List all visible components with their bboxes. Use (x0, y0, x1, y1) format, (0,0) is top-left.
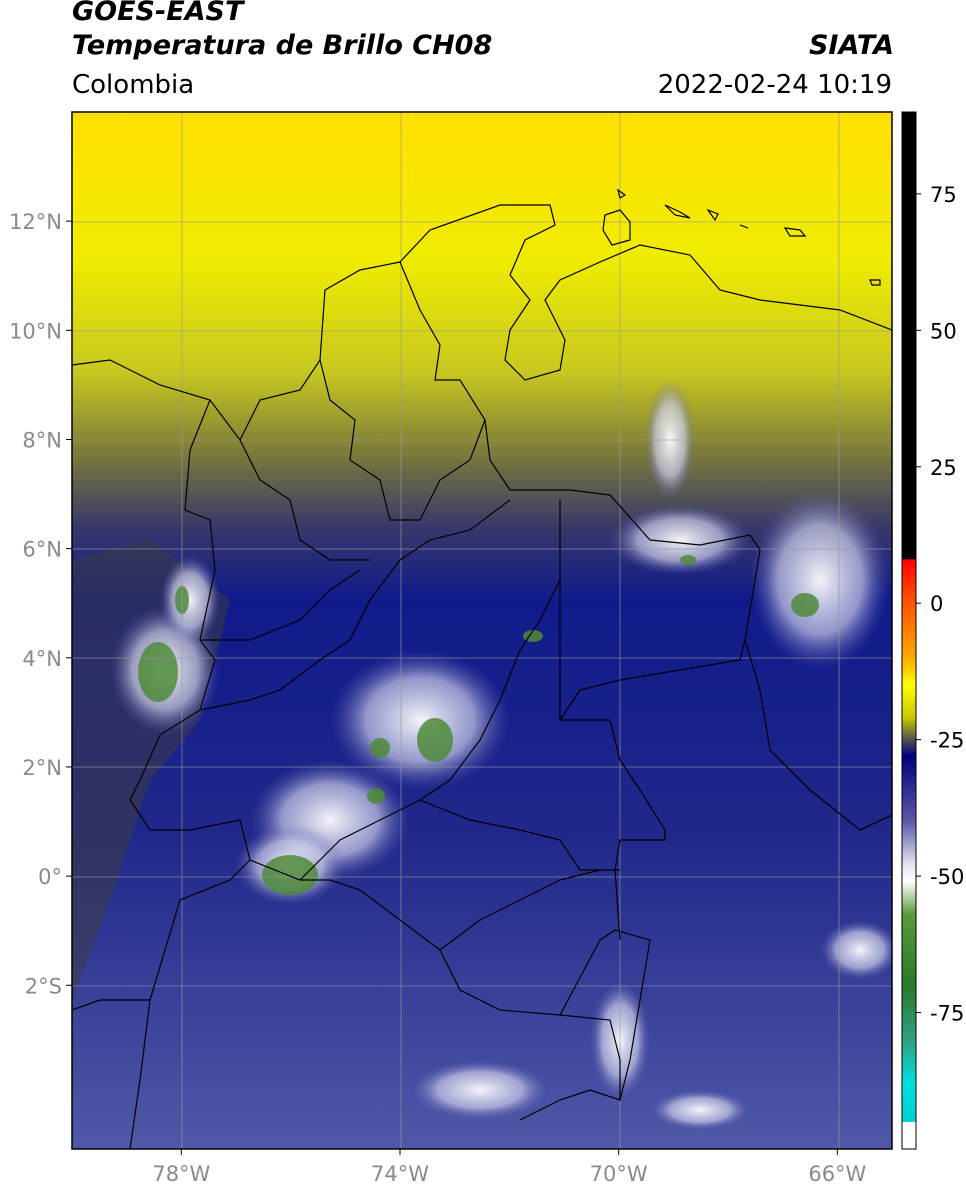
colorbar-tick-label: -75 (930, 1002, 964, 1026)
timestamp-label: 2022-02-24 10:19 (657, 70, 892, 100)
lat-tick-label: 4°N (22, 647, 62, 671)
boundaries (72, 204, 892, 1149)
lat-tick-label: 2°S (25, 974, 62, 998)
colorbar-tick-label: 50 (930, 319, 957, 343)
cloud-patches (110, 380, 892, 1130)
longitude-ticks: 78°W 74°W 70°W 66°W (152, 1149, 867, 1186)
map-frame (71, 111, 893, 1150)
cold-cloud-tops (138, 555, 819, 895)
latitude-ticks: 12°N 10°N 8°N 6°N 4°N 2°N 0° 2°S (9, 210, 72, 998)
lat-tick-label: 6°N (22, 538, 62, 562)
graticule (72, 112, 892, 1149)
map-area (72, 112, 892, 1149)
brand-label: SIATA (808, 30, 894, 61)
colorbar-tick-label: 75 (930, 183, 957, 207)
lon-tick-label: 70°W (590, 1162, 648, 1186)
colorbar: 75 50 25 0 -25 -50 -75 (901, 111, 964, 1150)
colorbar-tick-label: 0 (930, 592, 943, 616)
lat-tick-label: 10°N (9, 319, 62, 343)
colorbar-ramp (901, 111, 917, 1150)
lat-tick-label: 0° (38, 865, 62, 889)
title-product: Temperatura de Brillo CH08 (72, 30, 493, 61)
colorbar-tick-label: 25 (930, 456, 957, 480)
lat-tick-label: 2°N (22, 756, 62, 780)
title-satellite: GOES-EAST (72, 0, 244, 27)
colorbar-tick-label: -25 (930, 729, 964, 753)
lat-tick-label: 8°N (22, 428, 62, 452)
lon-tick-label: 74°W (371, 1162, 429, 1186)
colorbar-tick-label: -50 (930, 865, 964, 889)
lon-tick-label: 78°W (152, 1162, 210, 1186)
lat-tick-label: 12°N (9, 210, 62, 234)
lon-tick-label: 66°W (808, 1162, 866, 1186)
region-label: Colombia (72, 70, 195, 100)
